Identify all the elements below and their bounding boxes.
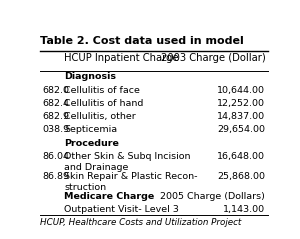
Text: Septicemia: Septicemia xyxy=(64,125,117,135)
Text: Diagnosis: Diagnosis xyxy=(64,72,116,81)
Text: 038.9: 038.9 xyxy=(42,125,69,135)
Text: 14,837.00: 14,837.00 xyxy=(217,112,266,121)
Text: Cellulitis, other: Cellulitis, other xyxy=(64,112,136,121)
Text: 29,654.00: 29,654.00 xyxy=(218,125,266,135)
Text: 682.0: 682.0 xyxy=(42,86,69,95)
Text: HCUP, Healthcare Costs and Utilization Project: HCUP, Healthcare Costs and Utilization P… xyxy=(40,218,241,227)
Text: 1,143.00: 1,143.00 xyxy=(223,205,266,214)
Text: 16,648.00: 16,648.00 xyxy=(218,152,266,161)
Text: Other Skin & Subq Incision
and Drainage: Other Skin & Subq Incision and Drainage xyxy=(64,152,191,172)
Text: Outpatient Visit- Level 3: Outpatient Visit- Level 3 xyxy=(64,205,179,214)
Text: Cellulitis of hand: Cellulitis of hand xyxy=(64,99,144,108)
Text: 12,252.00: 12,252.00 xyxy=(218,99,266,108)
Text: HCUP Inpatient Charge: HCUP Inpatient Charge xyxy=(64,53,179,63)
Text: 682.9: 682.9 xyxy=(42,112,69,121)
Text: Skin Repair & Plastic Recon-
struction: Skin Repair & Plastic Recon- struction xyxy=(64,172,198,192)
Text: 2003 Charge (Dollar): 2003 Charge (Dollar) xyxy=(160,53,266,63)
Text: Procedure: Procedure xyxy=(64,139,119,148)
Text: Table 2. Cost data used in model: Table 2. Cost data used in model xyxy=(40,36,244,46)
Text: 2005 Charge (Dollars): 2005 Charge (Dollars) xyxy=(160,192,266,201)
Text: Medicare Charge: Medicare Charge xyxy=(64,192,154,201)
Text: 25,868.00: 25,868.00 xyxy=(218,172,266,181)
Text: 10,644.00: 10,644.00 xyxy=(218,86,266,95)
Text: Cellulitis of face: Cellulitis of face xyxy=(64,86,140,95)
Text: 86.04: 86.04 xyxy=(42,152,69,161)
Text: 682.4: 682.4 xyxy=(42,99,69,108)
Text: 86.89: 86.89 xyxy=(42,172,69,181)
